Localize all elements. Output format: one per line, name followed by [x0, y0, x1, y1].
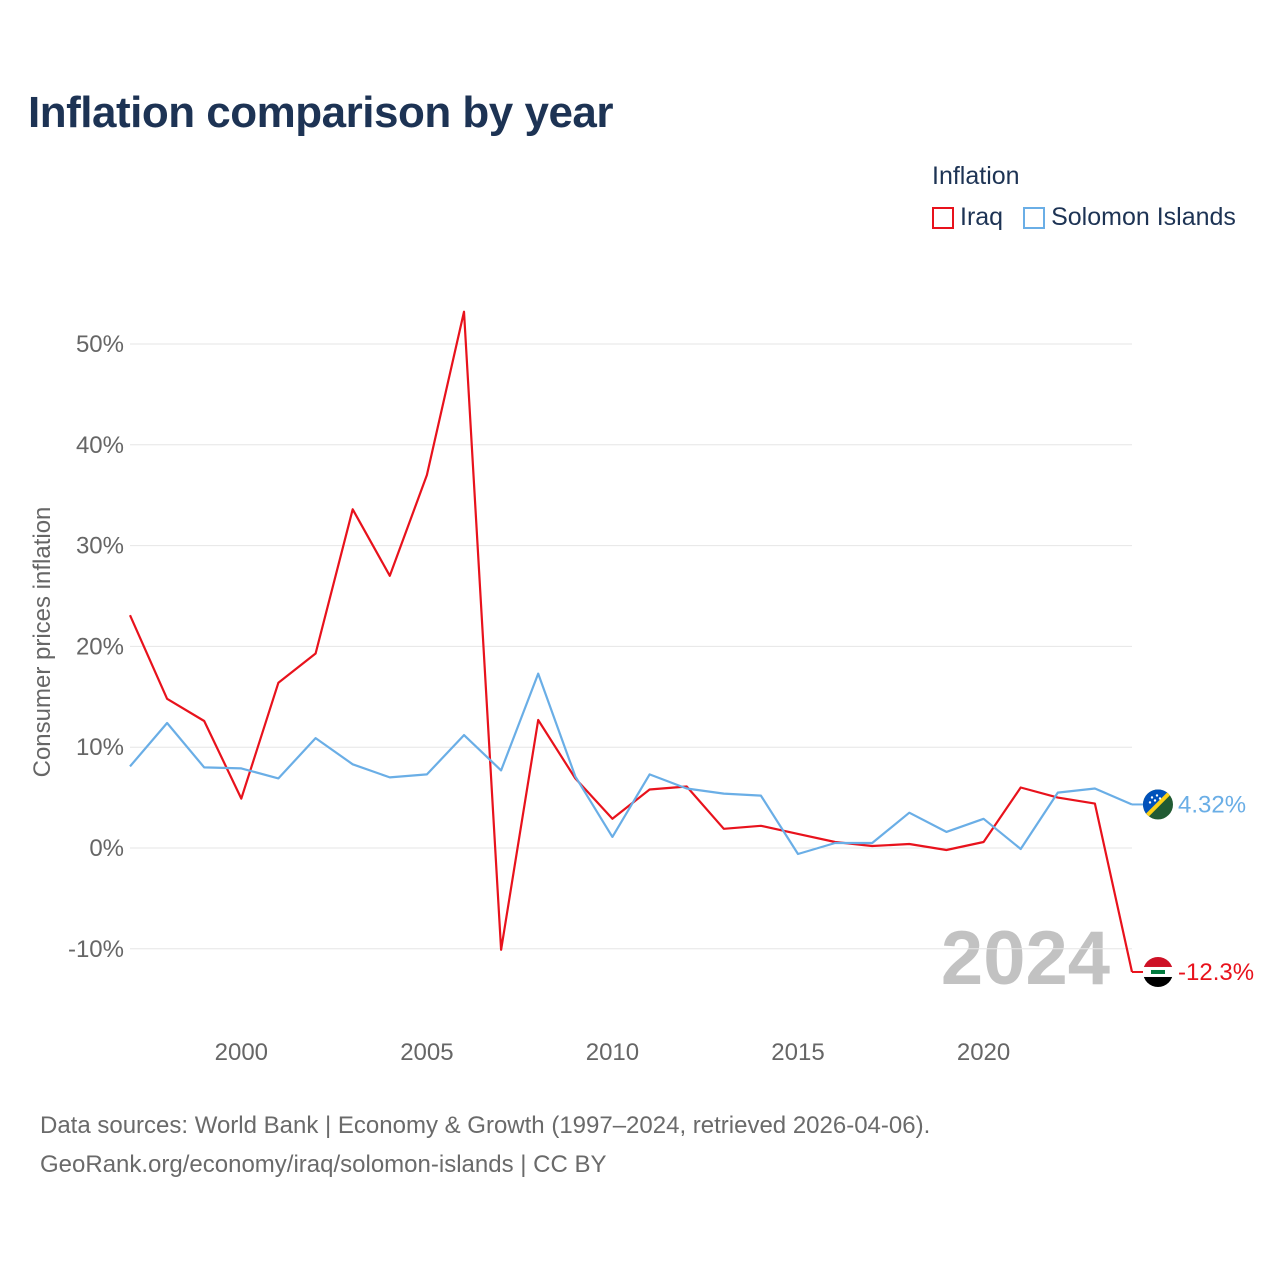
- legend-title: Inflation: [932, 162, 1020, 190]
- y-axis-label: Consumer prices inflation: [29, 507, 56, 778]
- legend-item-iraq[interactable]: Iraq: [932, 203, 1003, 232]
- chart-title: Inflation comparison by year: [28, 88, 614, 137]
- source-note: Data sources: World Bank | Economy & Gro…: [40, 1106, 930, 1184]
- flag-band-red: [1143, 956, 1173, 967]
- y-tick-label: 0%: [89, 835, 124, 862]
- legend-label-solomon-islands: Solomon Islands: [1051, 203, 1236, 231]
- x-tick-label: 2020: [957, 1039, 1010, 1066]
- y-tick-label: 40%: [76, 432, 124, 459]
- x-tick-label: 2005: [400, 1039, 453, 1066]
- flag-body: [1143, 789, 1173, 820]
- flag-stripe-yellow: [1143, 789, 1173, 820]
- source-line-1: Data sources: World Bank | Economy & Gro…: [40, 1112, 931, 1139]
- legend-swatch-iraq: [932, 206, 954, 229]
- flag-solomon-islands-icon: [1143, 789, 1173, 820]
- end-value-label-solomon-islands: 4.32%: [1178, 791, 1246, 818]
- y-tick-label: -10%: [68, 936, 124, 963]
- flag-body: [1143, 956, 1173, 987]
- flag-star: [1150, 796, 1154, 799]
- flag-star: [1148, 801, 1152, 804]
- flag-star: [1155, 794, 1159, 797]
- legend-item-solomon-islands[interactable]: Solomon Islands: [1023, 203, 1236, 232]
- flag-takbir: [1151, 969, 1165, 974]
- flag-band-black: [1143, 976, 1173, 987]
- y-tick-label: 10%: [76, 734, 124, 761]
- y-tick-label: 30%: [76, 533, 124, 560]
- x-tick-label: 2015: [771, 1039, 824, 1066]
- chart-area: Consumer prices inflation 2024 -10% 0% 10%…: [29, 310, 1254, 1066]
- source-line-2[interactable]: GeoRank.org/economy/iraq/solomon-islands…: [40, 1151, 607, 1178]
- legend-label-iraq: Iraq: [960, 203, 1004, 231]
- series-line-iraq[interactable]: [128, 310, 1134, 973]
- flag-star: [1158, 797, 1162, 800]
- series-line-solomon-islands[interactable]: [129, 672, 1133, 856]
- flag-star: [1153, 799, 1157, 802]
- year-watermark: 2024: [941, 916, 1110, 1001]
- flag-iraq-icon: [1143, 956, 1173, 987]
- end-value-label-iraq: -12.3%: [1178, 959, 1254, 986]
- x-tick-label: 2010: [586, 1039, 639, 1066]
- x-tick-label: 2000: [215, 1039, 268, 1066]
- y-tick-label: 20%: [76, 633, 124, 660]
- legend: Inflation Iraq Solomon Islands: [932, 162, 1236, 232]
- y-tick-label: 50%: [76, 331, 124, 358]
- legend-swatch-solomon-islands: [1023, 206, 1046, 229]
